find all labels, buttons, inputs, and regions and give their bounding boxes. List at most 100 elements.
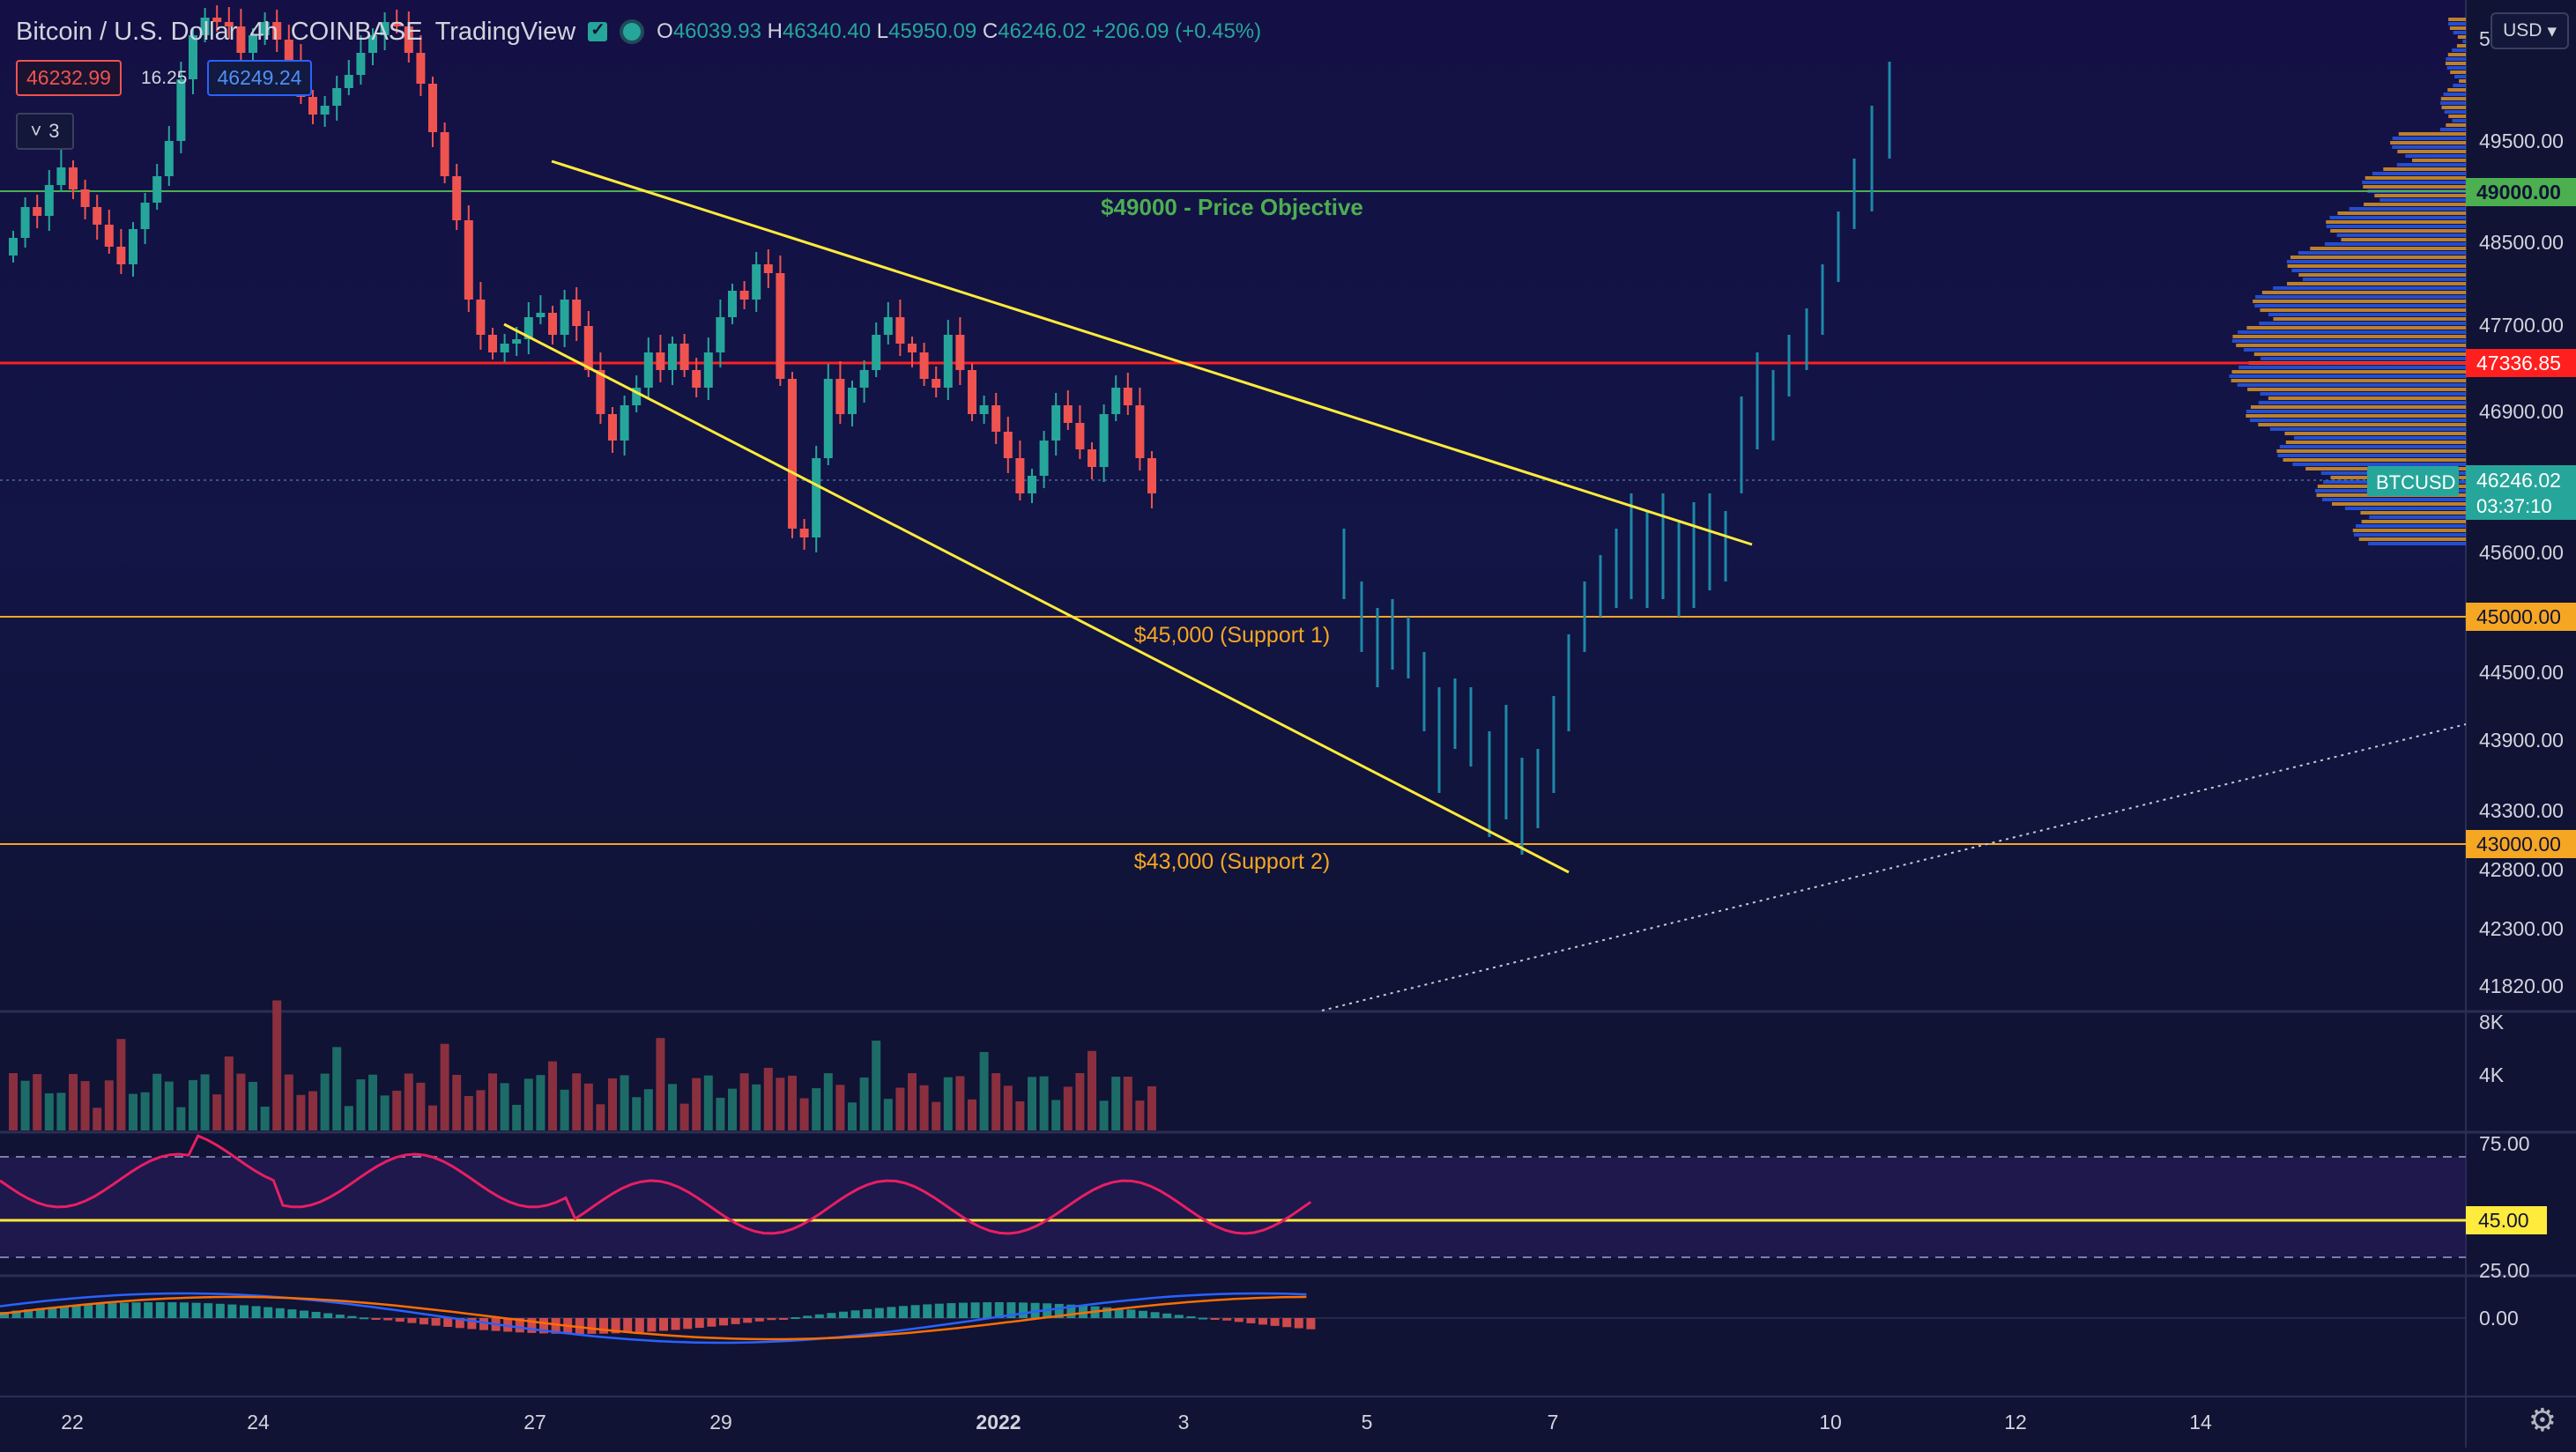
volume-bar [1135, 1100, 1145, 1130]
volume-bar [823, 1073, 833, 1130]
time-axis[interactable]: 22 24 27 29 2022 3 5 7 10 12 14 [61, 1411, 2212, 1433]
candle-body [932, 379, 941, 388]
volume-bar [189, 1079, 197, 1130]
candle-body [368, 35, 377, 53]
volume-profile-row [2446, 57, 2466, 61]
current-price-badge [2466, 465, 2576, 520]
candle-body [872, 335, 881, 370]
volume-bar [668, 1084, 677, 1130]
currency-value: USD [2503, 20, 2543, 41]
macd-bar [300, 1310, 308, 1318]
close-label: C [982, 19, 998, 43]
volume-bar [368, 1074, 377, 1130]
volume-profile-row [2454, 75, 2466, 78]
volume-bar [991, 1073, 1001, 1130]
volume-profile-row [2326, 225, 2466, 228]
volume-profile-row [2247, 388, 2466, 391]
macd-bar [24, 1309, 33, 1318]
macd-bar [84, 1304, 93, 1318]
volume-profile-row [2392, 137, 2466, 140]
volume-profile-row [2285, 441, 2466, 444]
volume-profile-row [2260, 392, 2466, 396]
indicators-toggle-button[interactable]: ˅ 3 [16, 113, 74, 150]
volume-profile-row [2259, 322, 2466, 325]
currency-select[interactable]: USD ▾ [2491, 12, 2569, 49]
candle-body [212, 18, 222, 22]
macd-bar [144, 1302, 153, 1318]
macd-bar [35, 1308, 45, 1318]
volume-profile-row [2439, 128, 2466, 131]
candle-body [1099, 414, 1109, 467]
candle-body [1063, 405, 1073, 423]
volume-bar [560, 1089, 569, 1130]
channel-upper-line [551, 159, 1753, 546]
volume-bar [583, 1083, 593, 1130]
volume-profile-row [2287, 282, 2466, 285]
volume-profile-row [2344, 507, 2466, 510]
macd-bar [839, 1311, 848, 1318]
candle-body [116, 247, 126, 264]
macd-bar [1019, 1302, 1028, 1318]
macd-bar [1139, 1310, 1147, 1318]
volume-bar [1015, 1100, 1025, 1130]
volume-bar [164, 1081, 174, 1130]
sell-button[interactable]: 46232.99 [16, 60, 122, 96]
candle-body [728, 291, 737, 317]
volume-profile-row [2310, 247, 2466, 250]
interval: 4h [249, 17, 278, 46]
candle-body [812, 458, 821, 537]
macd-bar [120, 1302, 129, 1318]
time-tick: 14 [2189, 1411, 2212, 1433]
macd-bar [204, 1303, 213, 1318]
gear-icon[interactable]: ⚙ [2528, 1402, 2557, 1438]
volume-profile-row [2243, 348, 2466, 352]
volume-profile-row [2445, 62, 2466, 65]
candle-body [332, 88, 342, 106]
volume-bar [1028, 1077, 1036, 1130]
candle-body [692, 370, 702, 388]
realtime-status-icon [620, 19, 645, 44]
volume-bar [908, 1073, 917, 1130]
candle-body [895, 317, 905, 344]
price-scale[interactable]: 5 49500.00 48500.00 47700.00 46900.00 45… [2479, 27, 2564, 997]
candle-body [1123, 388, 1132, 405]
symbol-legend[interactable]: Bitcoin / U.S. Dollar 4h COINBASE Tradin… [16, 12, 1261, 51]
candle-body [56, 167, 66, 185]
candle-body [583, 326, 593, 370]
volume-bar [80, 1081, 90, 1130]
high-value: 46340.40 [782, 19, 872, 43]
volume-bar [320, 1073, 330, 1130]
price-tick: 42800.00 [2479, 858, 2564, 881]
candle-body [93, 207, 102, 225]
volume-profile-row [2450, 70, 2466, 74]
price-tick: 43900.00 [2479, 729, 2564, 752]
volume-profile-row [2326, 220, 2466, 224]
macd-bar [1066, 1304, 1076, 1318]
volume-bar [1088, 1050, 1096, 1130]
volume-profile-row [2405, 154, 2466, 158]
candle-body [512, 339, 522, 344]
objective-badge [2466, 178, 2576, 206]
macd-bar [11, 1310, 21, 1318]
volume-bar [788, 1075, 797, 1130]
volume-bar [284, 1074, 293, 1130]
volume-bar [224, 1056, 234, 1130]
volume-profile-row [2341, 238, 2466, 241]
candle-body [320, 106, 330, 115]
rsi-band [0, 1157, 2466, 1257]
volume-bar [56, 1093, 66, 1130]
volume-profile-row [2284, 432, 2466, 435]
candle-body [380, 22, 390, 35]
volume-bar [523, 1078, 533, 1130]
candle-body [80, 189, 90, 207]
price-tick: 45600.00 [2479, 541, 2564, 564]
macd-bar [779, 1318, 788, 1320]
volume-bar [763, 1067, 773, 1130]
buy-button[interactable]: 46249.24 [206, 60, 313, 96]
volume-profile-row [2453, 31, 2466, 34]
volume-bar [476, 1090, 486, 1130]
macd-bar [180, 1302, 189, 1318]
volume-bar [416, 1082, 426, 1130]
volume-profile-row [2283, 458, 2466, 462]
